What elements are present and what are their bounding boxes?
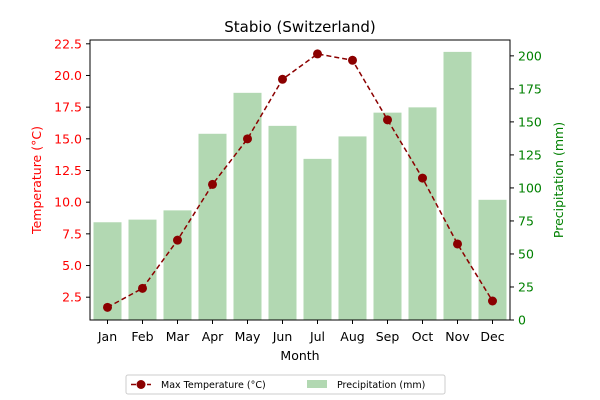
chart-title: Stabio (Switzerland) — [224, 18, 375, 36]
y-axis-right: 0 25 50 75 100 125 150 175 200 — [510, 48, 542, 328]
precipitation-bar — [443, 51, 472, 321]
x-axis-label: Month — [280, 348, 319, 363]
y-axis-left: 2.5 5.0 7.5 10.0 12.5 15.0 17.5 20.0 22.5 — [54, 36, 90, 305]
x-tick-label: Oct — [412, 329, 434, 344]
y-left-tick-label: 10.0 — [54, 195, 82, 210]
y-right-tick-label: 75 — [518, 213, 534, 228]
x-tick-label: Aug — [340, 329, 364, 344]
y-left-tick-label: 20.0 — [54, 68, 82, 83]
y-right-tick-label: 50 — [518, 246, 534, 261]
x-tick-label: Sep — [376, 329, 400, 344]
y-left-tick-label: 15.0 — [54, 131, 82, 146]
temperature-point — [173, 235, 182, 245]
legend-label-temperature: Max Temperature (°C) — [161, 380, 266, 391]
y-right-tick-label: 0 — [518, 313, 526, 328]
legend-label-precipitation: Precipitation (mm) — [337, 380, 425, 391]
x-tick-label: Jun — [272, 329, 293, 344]
y-right-tick-label: 150 — [518, 114, 542, 129]
precipitation-bar — [163, 210, 192, 320]
temperature-point — [418, 173, 427, 183]
temperature-point — [138, 283, 147, 293]
legend: Max Temperature (°C) Precipitation (mm) — [125, 374, 446, 395]
temperature-point — [208, 179, 217, 189]
precipitation-bars — [93, 51, 507, 321]
precipitation-bar — [338, 136, 367, 320]
temperature-point — [383, 115, 392, 125]
precipitation-bar — [198, 133, 227, 320]
plot-frame — [89, 39, 511, 321]
temperature-line — [103, 49, 497, 312]
legend-bar-swatch — [307, 380, 327, 388]
precipitation-bar — [268, 125, 297, 320]
precipitation-bar — [408, 107, 437, 320]
y-left-tick-label: 22.5 — [54, 36, 82, 51]
precipitation-bar — [128, 219, 157, 320]
y-left-tick-label: 12.5 — [54, 163, 82, 178]
y-axis-left-label: Temperature (°C) — [29, 126, 44, 235]
precipitation-bar — [373, 112, 402, 320]
y-right-tick-label: 25 — [518, 279, 534, 294]
x-tick-label: Jul — [309, 329, 325, 344]
x-tick-label: Mar — [166, 329, 190, 344]
temperature-point — [103, 302, 112, 312]
x-tick-label: Jan — [97, 329, 117, 344]
x-tick-label: May — [235, 329, 261, 344]
temperature-line-path — [107, 53, 494, 308]
y-right-tick-label: 100 — [518, 180, 542, 195]
x-axis: Jan Feb Mar Apr May Jun Jul Aug Sep Oct Nov Dec — [97, 320, 505, 344]
precipitation-bar — [233, 92, 262, 320]
y-right-tick-label: 125 — [518, 147, 542, 162]
legend-box — [125, 374, 446, 395]
y-left-tick-label: 5.0 — [62, 258, 82, 273]
temperature-point — [348, 55, 357, 65]
y-right-tick-label: 200 — [518, 48, 542, 63]
temperature-point — [488, 296, 497, 306]
x-tick-label: Apr — [202, 329, 224, 344]
y-left-tick-label: 17.5 — [54, 100, 82, 115]
y-left-tick-label: 2.5 — [62, 290, 82, 305]
precipitation-bar — [303, 158, 332, 320]
temperature-point — [278, 74, 287, 84]
temperature-point — [453, 239, 462, 249]
legend-line-marker — [136, 380, 146, 389]
x-tick-label: Dec — [480, 329, 504, 344]
temperature-point — [243, 134, 252, 144]
x-tick-label: Feb — [131, 329, 153, 344]
y-right-tick-label: 175 — [518, 81, 542, 96]
temperature-point — [313, 49, 322, 59]
y-axis-right-label: Precipitation (mm) — [551, 122, 566, 238]
x-tick-label: Nov — [445, 329, 470, 344]
y-left-tick-label: 7.5 — [62, 226, 82, 241]
